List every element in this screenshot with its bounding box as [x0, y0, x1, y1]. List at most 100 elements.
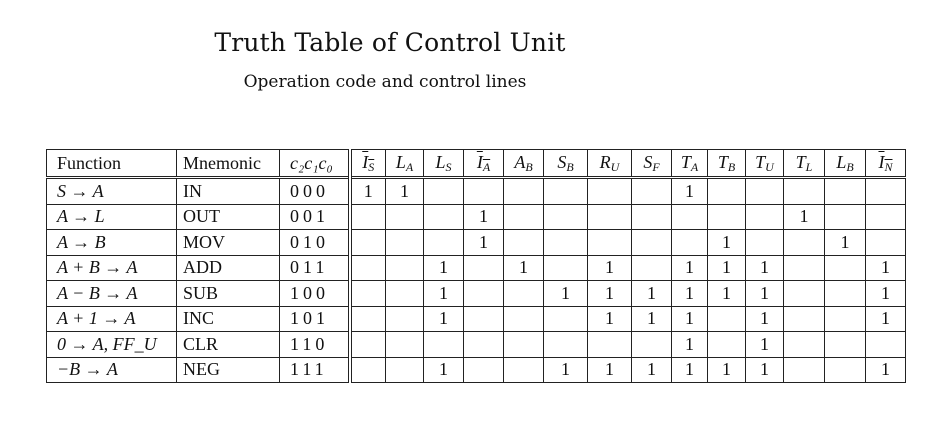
cell-control [783, 177, 825, 205]
cell-control: 1 [385, 177, 424, 205]
cell-control [503, 177, 544, 205]
cell-control [824, 203, 866, 230]
cell-control [503, 280, 544, 307]
cell-control: 1 [671, 280, 708, 307]
cell-control [671, 229, 708, 256]
cell-control [631, 203, 672, 230]
header-opcode: c₂c₁c₀ [279, 149, 352, 179]
header-control-11: TL [783, 149, 825, 179]
cell-control [463, 177, 504, 205]
cell-control [385, 203, 424, 230]
cell-control [824, 305, 866, 332]
cell-opcode: 101 [279, 305, 352, 332]
page-subtitle: Operation code and control lines [243, 72, 527, 92]
header-function: Function [46, 149, 177, 179]
cell-opcode: 110 [279, 331, 352, 358]
header-control-13: IN [865, 149, 906, 179]
cell-mnemonic: NEG [176, 356, 280, 383]
cell-control [503, 203, 544, 230]
cell-control [543, 254, 588, 281]
table-row: −B → A NEG 111 1 1 1 1 1 1 1 1 [46, 356, 906, 383]
cell-control [463, 356, 504, 383]
cell-control: 1 [707, 280, 746, 307]
cell-control [631, 177, 672, 205]
cell-control [503, 305, 544, 332]
cell-control: 1 [783, 203, 825, 230]
cell-control [543, 229, 588, 256]
cell-control: 1 [349, 177, 386, 205]
cell-control: 1 [745, 254, 784, 281]
cell-control [385, 254, 424, 281]
cell-control: 1 [463, 229, 504, 256]
cell-function: A → B [46, 229, 177, 256]
cell-control [385, 305, 424, 332]
cell-control: 1 [423, 305, 464, 332]
cell-control [587, 203, 632, 230]
cell-control: 1 [543, 280, 588, 307]
cell-mnemonic: MOV [176, 229, 280, 256]
header-mnemonic: Mnemonic [176, 149, 280, 179]
cell-control: 1 [631, 280, 672, 307]
cell-mnemonic: INC [176, 305, 280, 332]
cell-control [707, 305, 746, 332]
cell-control [349, 203, 386, 230]
cell-control: 1 [423, 280, 464, 307]
cell-control [783, 254, 825, 281]
header-control-9: TB [707, 149, 746, 179]
cell-control [824, 331, 866, 358]
cell-control: 1 [745, 331, 784, 358]
header-control-10: TU [745, 149, 784, 179]
cell-control [824, 177, 866, 205]
cell-control [707, 203, 746, 230]
cell-control [865, 177, 906, 205]
cell-control: 1 [707, 254, 746, 281]
cell-control [707, 177, 746, 205]
page-title: Truth Table of Control Unit [214, 28, 566, 57]
cell-control: 1 [423, 254, 464, 281]
cell-control: 1 [671, 305, 708, 332]
cell-control [349, 280, 386, 307]
cell-control: 1 [671, 331, 708, 358]
cell-control: 1 [745, 280, 784, 307]
cell-control: 1 [503, 254, 544, 281]
cell-control [745, 229, 784, 256]
cell-control [385, 229, 424, 256]
table-row: A → B MOV 010 1 1 1 [46, 229, 906, 256]
cell-control [543, 305, 588, 332]
cell-control: 1 [631, 356, 672, 383]
table-row: A → L OUT 001 1 1 [46, 203, 906, 230]
truth-table: Function Mnemonic c₂c₁c₀ IS LA LS IA AB SB RU S… [46, 149, 906, 383]
cell-function: S → A [46, 177, 177, 205]
cell-control [349, 229, 386, 256]
cell-opcode: 001 [279, 203, 352, 230]
cell-control [503, 356, 544, 383]
cell-control [463, 280, 504, 307]
cell-control [587, 331, 632, 358]
header-control-1: LA [385, 149, 424, 179]
header-control-4: AB [503, 149, 544, 179]
cell-control [349, 254, 386, 281]
cell-control [543, 177, 588, 205]
cell-control: 1 [631, 305, 672, 332]
cell-control: 1 [745, 356, 784, 383]
cell-mnemonic: ADD [176, 254, 280, 281]
cell-control [707, 331, 746, 358]
cell-control: 1 [543, 356, 588, 383]
cell-function: −B → A [46, 356, 177, 383]
cell-control [783, 331, 825, 358]
cell-control: 1 [865, 356, 906, 383]
cell-function: A + B → A [46, 254, 177, 281]
table-row: 0 → A, FF_U CLR 110 1 1 [46, 331, 906, 358]
cell-control [783, 305, 825, 332]
cell-control [349, 356, 386, 383]
cell-control [631, 229, 672, 256]
header-control-8: TA [671, 149, 708, 179]
cell-control [423, 229, 464, 256]
cell-mnemonic: CLR [176, 331, 280, 358]
cell-control: 1 [707, 356, 746, 383]
cell-mnemonic: IN [176, 177, 280, 205]
cell-control [783, 229, 825, 256]
cell-control [463, 331, 504, 358]
cell-function: A + 1 → A [46, 305, 177, 332]
cell-control: 1 [824, 229, 866, 256]
